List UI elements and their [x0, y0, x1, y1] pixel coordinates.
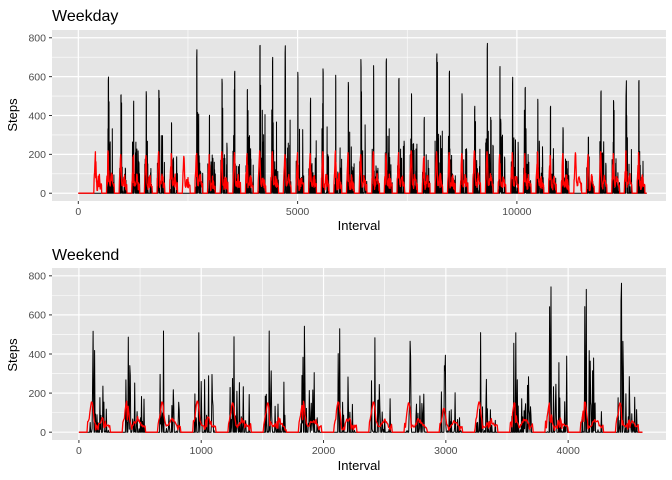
y-tick-label: 800 — [28, 271, 46, 283]
panel-title: Weekend — [52, 247, 119, 264]
axes: 0 200 400 600 800 0 1000 2000 3000 4000 — [28, 271, 580, 457]
y-tick-label: 600 — [28, 71, 46, 83]
series — [77, 42, 648, 194]
y-tick-label: 200 — [28, 388, 46, 400]
series-line-red — [77, 150, 648, 194]
axes: 0 200 400 600 800 0 5000 10000 — [28, 33, 531, 218]
x-axis-title: Interval — [338, 218, 381, 233]
x-tick-label: 4000 — [556, 445, 580, 457]
x-axis-title: Interval — [338, 458, 381, 473]
y-tick-label: 200 — [28, 149, 46, 161]
x-tick-label: 3000 — [434, 445, 458, 457]
x-tick-label: 2000 — [312, 445, 336, 457]
y-axis-title: Steps — [5, 338, 20, 372]
y-tick-label: 600 — [28, 310, 46, 322]
x-tick-label: 0 — [75, 206, 81, 218]
x-tick-label: 0 — [76, 445, 82, 457]
x-tick-label: 1000 — [190, 445, 214, 457]
panel-weekday: Weekday 0 200 400 600 800 0 5000 10000 Interval… — [5, 8, 666, 233]
series-line-red — [78, 400, 643, 433]
y-tick-label: 400 — [28, 110, 46, 122]
x-tick-label: 5000 — [286, 206, 310, 218]
y-tick-label: 800 — [28, 33, 46, 45]
panel-title: Weekday — [52, 8, 118, 25]
series — [78, 282, 643, 433]
panel-weekend: Weekend 0 200 400 600 800 0 1000 2000 3000 4000 I… — [5, 247, 666, 473]
y-tick-label: 0 — [40, 188, 46, 200]
y-tick-label: 0 — [40, 427, 46, 439]
y-axis-title: Steps — [5, 98, 20, 132]
x-tick-label: 10000 — [502, 206, 531, 218]
series-line-black — [78, 42, 647, 194]
y-tick-label: 400 — [28, 349, 46, 361]
